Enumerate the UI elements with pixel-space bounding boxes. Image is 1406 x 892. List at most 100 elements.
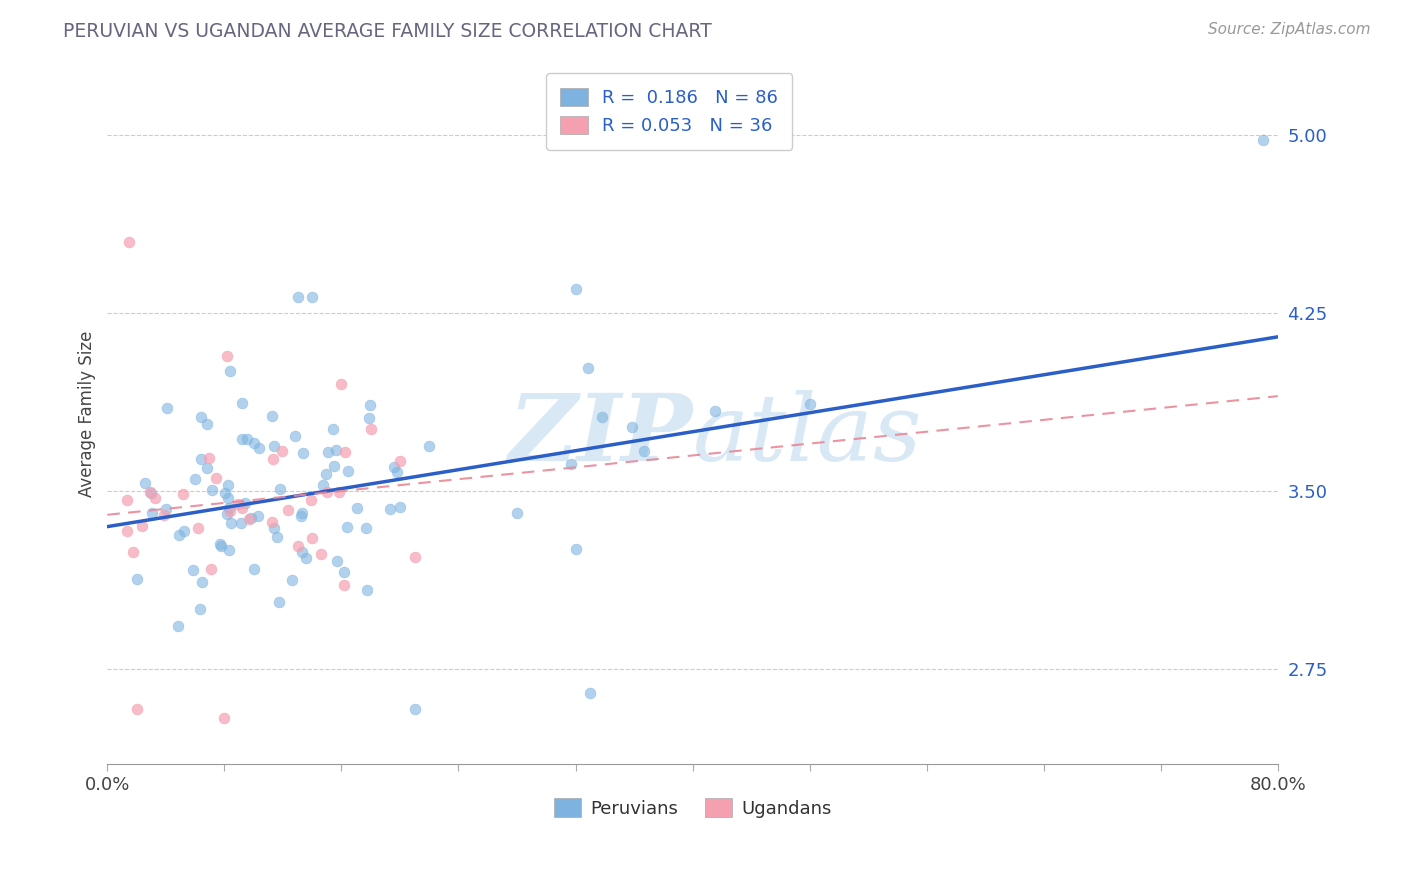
Point [378, 502, 401, 516]
Point [263, 439, 285, 453]
Point [564, 282, 586, 296]
Point [219, 516, 242, 530]
Point [209, 540, 232, 554]
Point [201, 483, 224, 497]
Point [204, 471, 226, 485]
Point [243, 562, 266, 576]
Point [172, 487, 194, 501]
Point [356, 583, 378, 598]
Point [388, 500, 411, 514]
Point [315, 467, 337, 482]
Point [333, 578, 356, 592]
Point [591, 410, 613, 425]
Point [218, 364, 240, 378]
Point [292, 446, 315, 460]
Text: atlas: atlas [693, 390, 922, 480]
Point [247, 441, 270, 455]
Point [404, 550, 426, 565]
Point [191, 575, 214, 590]
Point [333, 565, 356, 579]
Point [309, 547, 332, 561]
Point [246, 509, 269, 524]
Point [271, 444, 294, 458]
Point [138, 485, 160, 500]
Point [217, 350, 239, 364]
Point [322, 421, 344, 435]
Point [291, 506, 314, 520]
Point [198, 450, 221, 465]
Point [315, 485, 337, 500]
Point [263, 521, 285, 535]
Point [576, 361, 599, 376]
Point [200, 562, 222, 576]
Point [267, 595, 290, 609]
Point [231, 433, 253, 447]
Text: ZIP: ZIP [509, 390, 693, 480]
Point [115, 524, 138, 538]
Point [131, 518, 153, 533]
Point [173, 524, 195, 539]
Point [382, 459, 405, 474]
Point [316, 445, 339, 459]
Text: Source: ZipAtlas.com: Source: ZipAtlas.com [1208, 22, 1371, 37]
Point [284, 428, 307, 442]
Point [560, 457, 582, 471]
Point [238, 511, 260, 525]
Point [299, 493, 322, 508]
Point [326, 554, 349, 568]
Point [281, 574, 304, 588]
Point [336, 520, 359, 534]
Point [243, 435, 266, 450]
Point [218, 542, 240, 557]
Point [301, 532, 323, 546]
Point [359, 398, 381, 412]
Point [388, 453, 411, 467]
Point [269, 482, 291, 496]
Point [262, 452, 284, 467]
Point [141, 506, 163, 520]
Point [328, 484, 350, 499]
Point [291, 545, 314, 559]
Point [231, 501, 253, 516]
Point [633, 443, 655, 458]
Point [240, 510, 263, 524]
Point [139, 486, 162, 500]
Point [134, 476, 156, 491]
Point [143, 491, 166, 505]
Point [337, 464, 360, 478]
Point [167, 528, 190, 542]
Point [195, 417, 218, 431]
Point [156, 401, 179, 415]
Point [118, 235, 141, 249]
Point [125, 702, 148, 716]
Point [217, 491, 239, 505]
Point [217, 478, 239, 492]
Point [335, 445, 357, 459]
Point [152, 508, 174, 522]
Point [231, 516, 253, 531]
Point [346, 501, 368, 516]
Point [195, 461, 218, 475]
Point [187, 521, 209, 535]
Point [214, 486, 236, 500]
Point [125, 572, 148, 586]
Point [190, 410, 212, 425]
Point [231, 395, 253, 409]
Point [214, 710, 236, 724]
Point [1251, 133, 1274, 147]
Point [190, 451, 212, 466]
Point [277, 503, 299, 517]
Point [360, 421, 382, 435]
Point [121, 545, 143, 559]
Point [506, 507, 529, 521]
Point [184, 472, 207, 486]
Text: PERUVIAN VS UGANDAN AVERAGE FAMILY SIZE CORRELATION CHART: PERUVIAN VS UGANDAN AVERAGE FAMILY SIZE … [63, 22, 711, 41]
Point [181, 563, 204, 577]
Point [167, 619, 190, 633]
Point [115, 492, 138, 507]
Point [294, 550, 316, 565]
Point [208, 537, 231, 551]
Point [218, 504, 240, 518]
Point [226, 497, 249, 511]
Point [312, 478, 335, 492]
